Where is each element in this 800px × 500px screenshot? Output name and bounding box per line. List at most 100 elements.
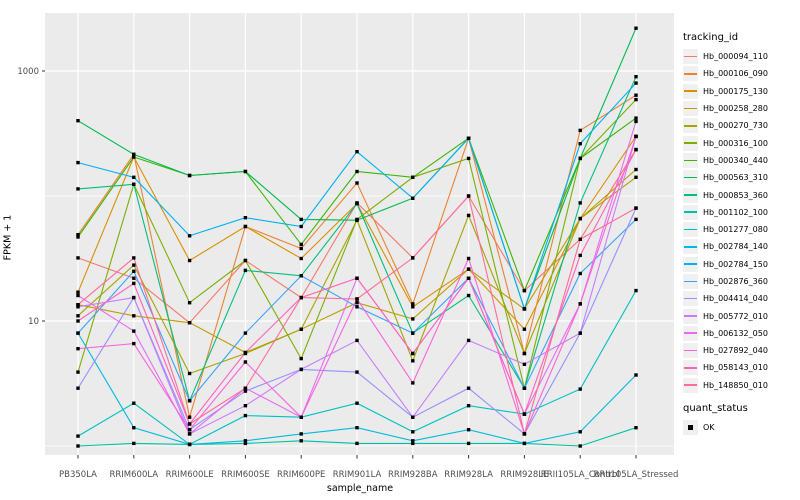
data-point <box>187 321 192 325</box>
legend-entry-Hb_004414_040: Hb_004414_040 <box>683 290 799 307</box>
data-point <box>634 206 638 210</box>
legend-panel: tracking_id Hb_000094_110 Hb_000106_090 Hb… <box>683 32 799 436</box>
data-point <box>76 319 80 323</box>
legend-color-line <box>684 176 697 179</box>
data-point <box>466 256 471 261</box>
data-point <box>411 175 415 179</box>
data-point <box>355 441 359 446</box>
data-point <box>187 399 192 403</box>
legend-entry-Hb_000106_090: Hb_000106_090 <box>683 65 799 82</box>
data-point <box>522 386 527 390</box>
legend-entry-Hb_000853_360: Hb_000853_360 <box>683 186 799 203</box>
data-point <box>466 441 471 446</box>
legend-key-line-icon <box>683 274 698 289</box>
x-tick-label: RRIM600SE <box>221 470 270 480</box>
data-point <box>522 362 527 366</box>
data-point <box>466 338 471 343</box>
data-point <box>355 181 359 185</box>
x-tick-label: RRIM600LA <box>109 470 158 480</box>
data-point <box>411 351 415 356</box>
data-point <box>132 441 136 446</box>
data-point <box>522 327 527 331</box>
data-point <box>634 147 638 152</box>
legend-entry-Hb_002784_140: Hb_002784_140 <box>683 238 799 255</box>
data-point <box>243 386 248 390</box>
legend-entry-label: OK <box>703 423 715 433</box>
legend-color-line <box>684 263 697 265</box>
data-point <box>299 432 303 436</box>
legend-color-line <box>684 384 697 386</box>
data-point <box>411 317 415 321</box>
data-point <box>578 331 582 335</box>
data-point <box>634 119 638 124</box>
y-tick-label: 1000 <box>17 67 39 77</box>
data-point <box>76 293 80 298</box>
data-point <box>132 341 136 346</box>
y-axis-title: FPKM + 1 <box>2 214 14 261</box>
data-point <box>132 295 136 300</box>
data-point <box>466 386 471 390</box>
x-tick-label: RRIM600LE <box>166 470 214 480</box>
legend-color-line <box>684 124 697 127</box>
legend-entry-label: Hb_000340_440 <box>703 155 768 165</box>
data-point <box>355 338 359 343</box>
data-point <box>578 201 582 205</box>
legend-entry-label: Hb_000094_110 <box>703 52 768 62</box>
legend-color-line <box>684 315 697 317</box>
data-point <box>578 156 582 161</box>
legend-title-tracking-id: tracking_id <box>683 32 739 43</box>
legend-color-line <box>684 211 697 213</box>
legend-entry-Hb_001277_080: Hb_001277_080 <box>683 221 799 238</box>
data-point <box>578 216 582 221</box>
data-point <box>411 256 415 260</box>
legend-entry-Hb_000563_310: Hb_000563_310 <box>683 169 799 186</box>
data-point <box>578 387 582 391</box>
data-point <box>243 413 248 418</box>
data-point <box>132 329 136 333</box>
legend-key-line-icon <box>683 291 698 307</box>
data-point <box>76 290 80 294</box>
data-point <box>578 142 582 146</box>
data-point <box>634 97 638 102</box>
data-point <box>522 307 527 311</box>
data-point <box>243 258 248 263</box>
legend-entry-Hb_000258_280: Hb_000258_280 <box>683 100 799 117</box>
data-point <box>76 347 80 351</box>
data-point <box>578 444 582 448</box>
data-point <box>578 253 582 258</box>
data-point <box>243 268 248 273</box>
legend-color-line <box>684 107 697 110</box>
data-point <box>578 271 582 276</box>
legend-entry-Hb_000175_130: Hb_000175_130 <box>683 83 799 100</box>
data-point <box>522 432 527 436</box>
data-point <box>355 370 359 374</box>
legend-key-line-icon <box>683 83 698 99</box>
plot-panel <box>45 13 674 455</box>
data-point <box>355 305 359 309</box>
data-point <box>76 119 80 123</box>
data-point <box>132 152 136 157</box>
legend-key-line-icon <box>683 204 698 220</box>
data-point <box>466 293 471 298</box>
legend-entry-Hb_000340_440: Hb_000340_440 <box>683 152 799 169</box>
data-point <box>634 93 638 97</box>
data-point <box>299 256 303 261</box>
data-point <box>132 263 136 267</box>
data-point <box>522 288 527 293</box>
data-point <box>466 213 471 218</box>
data-point <box>355 169 359 174</box>
legend-key-line-icon <box>683 170 698 186</box>
data-point <box>132 256 136 260</box>
legend-key-line-icon <box>683 377 698 393</box>
legend-key-line-icon <box>683 256 698 272</box>
x-tick-label: RRIM901LA <box>333 470 382 480</box>
data-point <box>299 295 303 300</box>
data-point <box>132 426 136 430</box>
data-point <box>411 305 415 309</box>
data-point <box>76 444 80 448</box>
x-tick-label: RRIM928BA <box>388 470 438 480</box>
x-tick-label: RRIM928LE <box>500 470 548 480</box>
data-point <box>522 412 527 416</box>
data-point <box>76 160 80 165</box>
data-point <box>634 26 638 30</box>
